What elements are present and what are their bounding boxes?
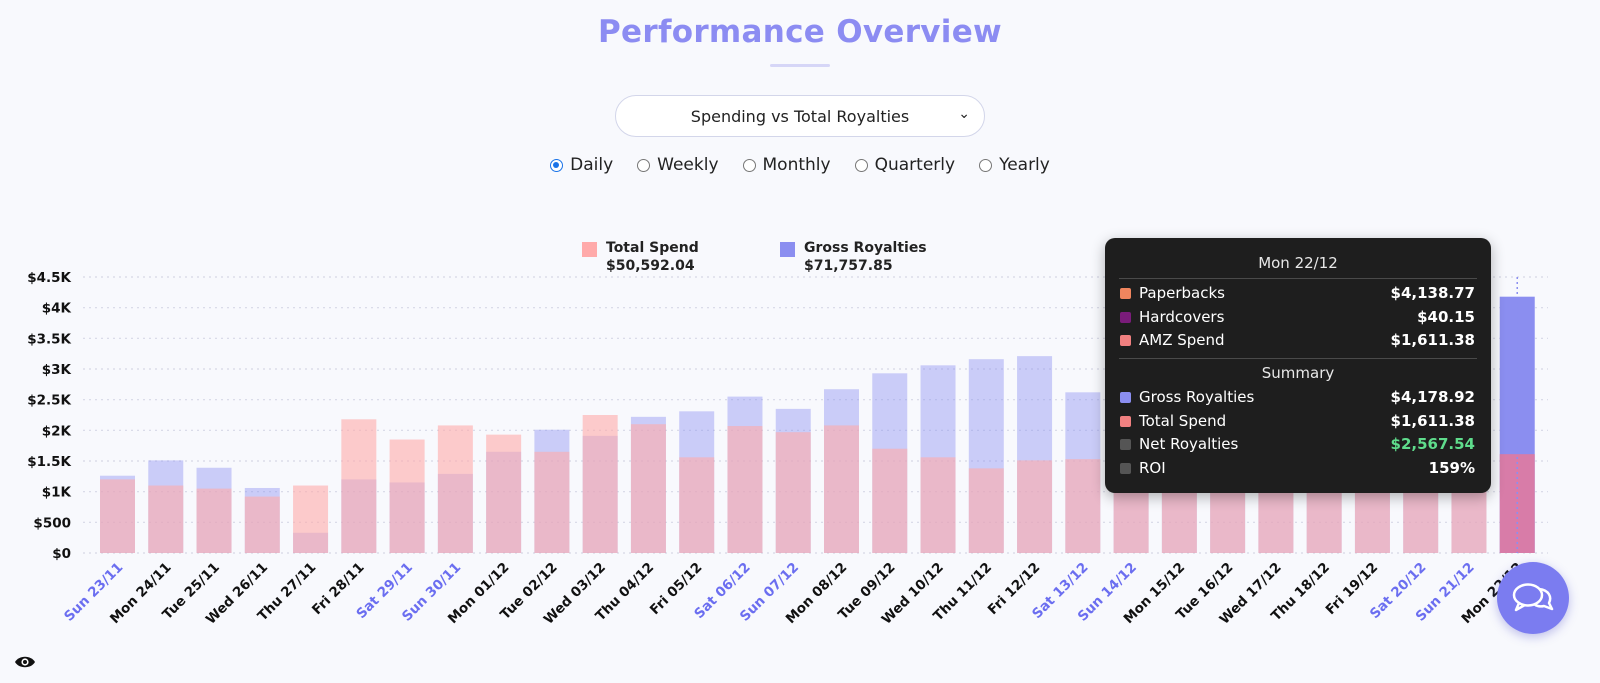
bar-total-spend[interactable]: [824, 425, 859, 553]
y-tick-label: $1.5K: [27, 454, 71, 470]
title-underline: [770, 64, 830, 67]
tooltip-title: Mon 22/12: [1258, 254, 1338, 272]
tooltip-row-value: $4,138.77: [1390, 284, 1475, 302]
tooltip-divider: [1119, 358, 1477, 359]
tooltip-row: Total Spend $1,611.38: [1120, 412, 1475, 432]
legend-name: Total Spend: [606, 240, 699, 256]
tooltip-row: AMZ Spend $1,611.38: [1120, 331, 1475, 351]
tooltip-row-value: $40.15: [1417, 307, 1475, 326]
radio-indicator[interactable]: [742, 158, 756, 172]
legend-total: $50,592.04: [606, 258, 695, 274]
tooltip-row-label: Hardcovers: [1139, 307, 1225, 326]
tooltip-row-label: Net Royalties: [1139, 435, 1239, 453]
tooltip-row: Paperbacks $4,138.77: [1120, 284, 1475, 304]
period-option-quarterly[interactable]: Quarterly: [854, 155, 956, 175]
radio-label: Yearly: [999, 155, 1050, 175]
legend-total: $71,757.85: [804, 258, 893, 274]
radio-label: Weekly: [657, 155, 719, 175]
tooltip-row: Net Royalties $2,567.54: [1120, 435, 1475, 455]
tooltip-row-label: Paperbacks: [1139, 284, 1225, 302]
bar-total-spend[interactable]: [389, 439, 425, 553]
tooltip-swatch: [1120, 288, 1131, 299]
chat-button[interactable]: [1497, 562, 1569, 634]
radio-label: Daily: [570, 155, 614, 175]
bar-total-spend[interactable]: [196, 488, 232, 553]
tooltip-row: Hardcovers $40.15: [1120, 308, 1475, 328]
page-title: Performance Overview: [598, 14, 1002, 50]
period-option-weekly[interactable]: Weekly: [637, 155, 719, 175]
tooltip-row: ROI 159%: [1120, 459, 1475, 479]
tooltip-row-value: 159%: [1428, 458, 1475, 477]
bar-total-spend[interactable]: [582, 415, 618, 553]
y-tick-label: $500: [33, 515, 71, 531]
y-tick-label: $1K: [42, 485, 72, 501]
tooltip-swatch: [1120, 335, 1131, 346]
bar-total-spend[interactable]: [872, 448, 908, 553]
y-tick-label: $4K: [42, 301, 72, 317]
report-type-select[interactable]: Spending vs Total Royalties ⌄: [615, 95, 985, 137]
y-tick-label: $3.5K: [27, 331, 71, 347]
report-type-value: Spending vs Total Royalties: [690, 106, 910, 126]
legend-swatch: [582, 242, 597, 257]
tooltip-swatch: [1120, 392, 1131, 403]
radio-label: Monthly: [762, 155, 831, 175]
bar-total-spend[interactable]: [727, 426, 763, 553]
chat-bubble-icon: [1512, 583, 1554, 612]
bar-total-spend[interactable]: [244, 496, 280, 553]
period-option-monthly[interactable]: Monthly: [742, 155, 831, 175]
y-tick-label: $4.5K: [27, 270, 71, 286]
period-radio-group: Daily Weekly Monthly Quarterly Yearly: [0, 155, 1600, 175]
tooltip-row: Gross Royalties $4,178.92: [1120, 388, 1475, 408]
legend-name: Gross Royalties: [804, 240, 927, 256]
tooltip-row-label: Total Spend: [1139, 411, 1227, 430]
tooltip-row-label: AMZ Spend: [1139, 331, 1225, 349]
tooltip-summary-label: Summary: [1261, 364, 1335, 382]
tooltip-row-label: ROI: [1139, 458, 1166, 477]
tooltip-row-value: $4,178.92: [1390, 388, 1475, 406]
tooltip-row-value: $1,611.38: [1390, 331, 1475, 349]
bar-total-spend[interactable]: [486, 434, 522, 553]
tooltip-swatch: [1120, 311, 1131, 323]
tooltip-divider: [1119, 278, 1477, 279]
eye-icon[interactable]: [14, 655, 36, 669]
bar-total-spend[interactable]: [293, 485, 329, 553]
y-tick-label: $0: [52, 546, 71, 562]
y-tick-label: $3K: [42, 362, 72, 378]
y-tick-label: $2K: [42, 423, 72, 439]
period-option-daily[interactable]: Daily: [550, 155, 613, 175]
bar-total-spend[interactable]: [920, 457, 956, 553]
tooltip-swatch: [1120, 439, 1131, 450]
radio-indicator[interactable]: [854, 158, 868, 172]
radio-indicator[interactable]: [979, 158, 993, 172]
bar-total-spend[interactable]: [679, 457, 715, 553]
period-option-yearly[interactable]: Yearly: [979, 155, 1050, 175]
bar-total-spend[interactable]: [775, 432, 811, 553]
tooltip-row-value: $2,567.54: [1390, 435, 1475, 453]
bar-total-spend[interactable]: [341, 419, 377, 553]
chevron-down-icon: ⌄: [958, 106, 970, 122]
radio-indicator[interactable]: [637, 158, 651, 172]
bar-total-spend[interactable]: [968, 468, 1004, 553]
radio-indicator[interactable]: [550, 158, 564, 172]
bar-total-spend[interactable]: [534, 451, 570, 553]
tooltip-swatch: [1120, 462, 1131, 474]
bar-total-spend[interactable]: [148, 485, 184, 553]
chart-tooltip: Mon 22/12 Paperbacks $4,138.77 Hardcovers $…: [1105, 238, 1491, 493]
y-tick-label: $2.5K: [27, 393, 71, 409]
bar-total-spend[interactable]: [437, 425, 473, 553]
tooltip-swatch: [1120, 415, 1131, 427]
bar-total-spend[interactable]: [1017, 460, 1053, 553]
legend-swatch: [780, 242, 795, 257]
bar-total-spend[interactable]: [630, 424, 666, 553]
bar-total-spend[interactable]: [1065, 459, 1101, 553]
radio-label: Quarterly: [874, 155, 956, 175]
bar-total-spend[interactable]: [100, 479, 135, 553]
tooltip-row-label: Gross Royalties: [1139, 388, 1255, 406]
tooltip-row-value: $1,611.38: [1390, 411, 1475, 430]
